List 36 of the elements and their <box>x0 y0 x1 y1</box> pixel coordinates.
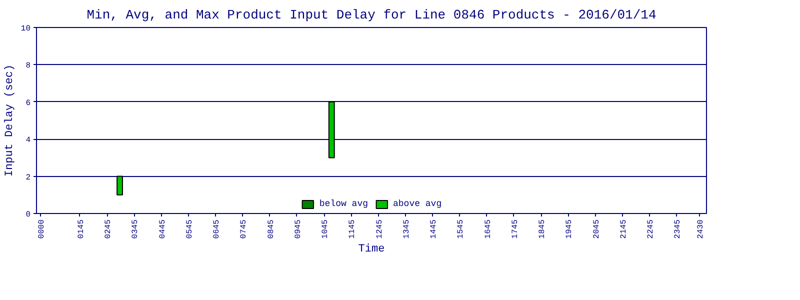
y-tick-label: 4 <box>26 136 31 146</box>
y-tick-label: 10 <box>20 24 31 34</box>
x-tick-label: 1945 <box>565 219 574 239</box>
y-tick-label: 6 <box>26 98 31 108</box>
x-tick-label: 1445 <box>430 219 439 239</box>
x-tick-label: 0845 <box>266 219 276 239</box>
x-tick-label: 0545 <box>185 219 194 239</box>
x-tick-label: 0345 <box>131 219 140 239</box>
x-tick-label: 1545 <box>456 219 466 239</box>
x-tick-label: 1645 <box>484 219 493 239</box>
x-tick-label: 1745 <box>510 219 520 239</box>
x-tick-label: 2045 <box>592 219 602 239</box>
x-tick-label: 1245 <box>375 219 384 239</box>
legend-label: above avg <box>393 199 442 209</box>
y-axis-title: Input Delay (sec) <box>4 64 16 177</box>
x-axis-title: Time <box>358 244 385 256</box>
x-tick-label: 0645 <box>212 219 222 239</box>
x-tick-label: 1045 <box>321 219 330 239</box>
legend-label: below avg <box>319 199 368 209</box>
x-tick-label: 0945 <box>294 219 303 239</box>
x-tick-label: 2430 <box>696 219 706 239</box>
y-tick-label: 0 <box>26 210 31 220</box>
x-tick-label: 0445 <box>158 219 168 239</box>
x-tick-label: 0745 <box>240 219 249 239</box>
x-tick-label: 1845 <box>538 219 548 239</box>
chart-title: Min, Avg, and Max Product Input Delay for Line 0846 Products - 2016/01/14 <box>86 8 656 22</box>
x-tick-label: 2145 <box>619 219 628 239</box>
x-tick-label: 2345 <box>674 219 683 239</box>
x-tick-label: 0000 <box>38 219 47 239</box>
x-tick-label: 2245 <box>646 219 656 239</box>
x-tick-label: 1145 <box>348 219 358 239</box>
y-tick-label: 2 <box>26 173 31 182</box>
x-tick-label: 1345 <box>402 219 412 239</box>
x-tick-label: 0245 <box>104 219 114 239</box>
y-tick-label: 8 <box>26 62 31 71</box>
x-tick-label: 0145 <box>76 219 86 239</box>
